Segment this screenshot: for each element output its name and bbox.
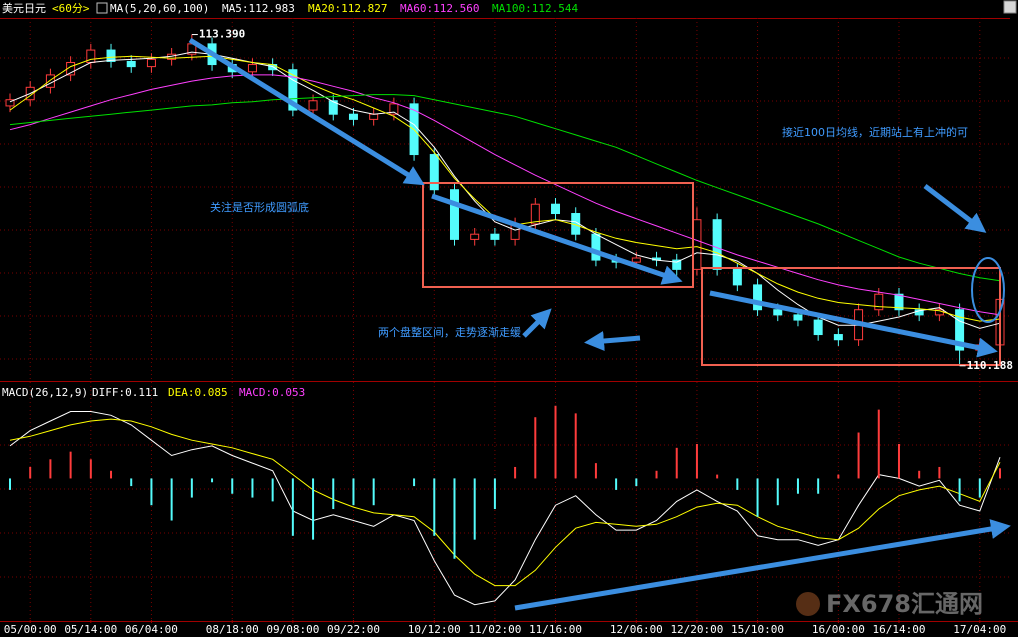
range-box bbox=[422, 182, 694, 288]
note: 接近100日均线，近期站上有上冲的可 bbox=[782, 125, 968, 139]
trend-arrow bbox=[709, 290, 998, 358]
candle-body bbox=[247, 64, 257, 73]
legend-entry: DEA:0.085 bbox=[168, 386, 228, 399]
candle-body bbox=[692, 219, 702, 270]
trend-arrow bbox=[188, 37, 425, 186]
watermark-logo bbox=[796, 592, 820, 616]
candle-body bbox=[551, 203, 561, 215]
candle-body bbox=[106, 49, 116, 62]
trend-arrow bbox=[431, 193, 683, 285]
legend-entry: MACD:0.053 bbox=[239, 386, 305, 399]
candle-body bbox=[732, 268, 742, 286]
candle-body bbox=[449, 189, 459, 240]
note: 关注是否形成圆弧底 bbox=[210, 200, 309, 214]
x-tick-label: 12/06:00 bbox=[610, 623, 663, 636]
candle-body bbox=[288, 69, 298, 111]
candle-body bbox=[126, 60, 136, 68]
x-tick-label: 12/20:00 bbox=[670, 623, 723, 636]
candle-body bbox=[348, 113, 358, 120]
pointer-arrow bbox=[522, 308, 552, 338]
candle-body bbox=[5, 99, 15, 107]
indicator-icon bbox=[96, 2, 108, 14]
macd-line bbox=[9, 411, 1001, 606]
candle-body bbox=[308, 100, 318, 111]
symbol: 美元日元 bbox=[2, 2, 46, 15]
candle-body bbox=[328, 100, 338, 115]
candle-body bbox=[490, 233, 500, 240]
x-tick-label: 05/00:00 bbox=[4, 623, 57, 636]
macd-line bbox=[9, 418, 1001, 587]
pointer-arrow bbox=[584, 331, 641, 351]
candle-body bbox=[894, 293, 904, 311]
x-tick-label: 11/16:00 bbox=[529, 623, 582, 636]
period: <60分> bbox=[52, 2, 90, 15]
ma-line bbox=[9, 74, 1001, 316]
candle-body bbox=[146, 58, 156, 68]
scroll-button[interactable] bbox=[1003, 0, 1017, 14]
price-label: 113.390 bbox=[199, 28, 245, 41]
candle-body bbox=[793, 314, 803, 321]
candle-body bbox=[389, 103, 399, 115]
x-tick-label: 05/14:00 bbox=[64, 623, 117, 636]
range-box bbox=[701, 267, 1001, 366]
x-tick-label: 16/14:00 bbox=[872, 623, 925, 636]
x-tick-label: 06/04:00 bbox=[125, 623, 178, 636]
indicator-title: MA(5,20,60,100) bbox=[110, 2, 209, 15]
note: 两个盘整区间，走势逐渐走缓 bbox=[378, 325, 521, 339]
candle-body bbox=[833, 334, 843, 341]
candle-body bbox=[429, 154, 439, 191]
macd-title: MACD(26,12,9) bbox=[2, 386, 88, 399]
candle-body bbox=[813, 319, 823, 336]
plot-area bbox=[5, 34, 1005, 606]
ma-line bbox=[9, 94, 1001, 282]
candle-body bbox=[753, 284, 763, 311]
candle-body bbox=[530, 203, 540, 225]
legend-entry: MA20:112.827 bbox=[308, 2, 387, 15]
trend-arrow bbox=[514, 519, 1011, 611]
candle-body bbox=[631, 257, 641, 263]
price-label: 110.188 bbox=[967, 359, 1013, 372]
ma-line bbox=[9, 51, 1001, 329]
legend-entry: MA100:112.544 bbox=[492, 2, 578, 15]
legend-entry: MA60:112.560 bbox=[400, 2, 479, 15]
x-tick-label: 09/22:00 bbox=[327, 623, 380, 636]
candle-body bbox=[470, 233, 480, 240]
watermark: FX678汇通网 bbox=[826, 590, 983, 618]
x-tick-label: 08/18:00 bbox=[206, 623, 259, 636]
x-tick-label: 16/00:00 bbox=[812, 623, 865, 636]
x-tick-label: 10/12:00 bbox=[408, 623, 461, 636]
pointer-arrow bbox=[923, 184, 987, 233]
candle-body bbox=[712, 219, 722, 270]
x-tick-label: 15/10:00 bbox=[731, 623, 784, 636]
candle-body bbox=[369, 113, 379, 120]
candle-body bbox=[45, 74, 55, 88]
x-tick-label: 17/04:00 bbox=[953, 623, 1006, 636]
candle-body bbox=[874, 293, 884, 311]
annotation-layer bbox=[188, 37, 1011, 611]
candle-body bbox=[955, 309, 965, 351]
x-tick-label: 09/08:00 bbox=[266, 623, 319, 636]
x-tick-label: 11/02:00 bbox=[468, 623, 521, 636]
grid bbox=[0, 18, 1010, 620]
legend-entry: DIFF:0.111 bbox=[92, 386, 158, 399]
legend-entry: MA5:112.983 bbox=[222, 2, 295, 15]
candle-body bbox=[773, 309, 783, 316]
highlight-ellipse bbox=[971, 257, 1005, 323]
candle-body bbox=[591, 233, 601, 261]
